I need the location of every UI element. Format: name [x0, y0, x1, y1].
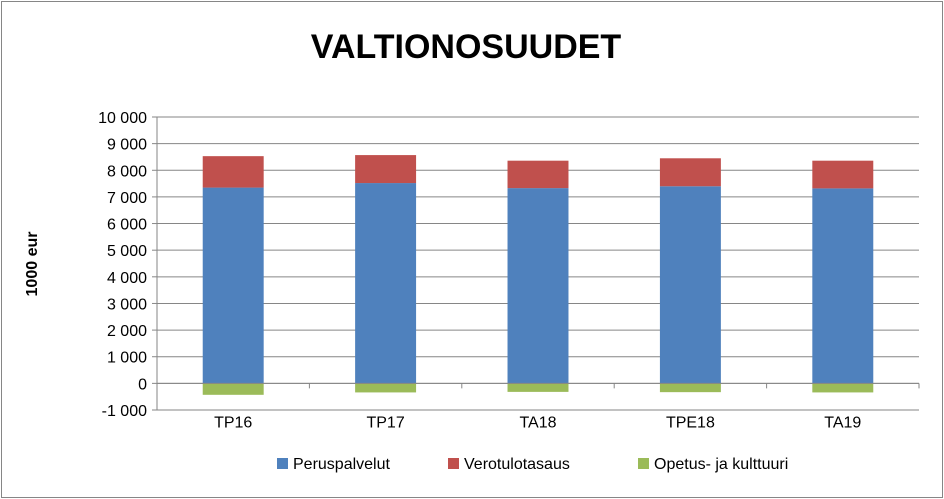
x-tick-labels: TP16 TP17 TA18 TPE18 TA19	[214, 414, 861, 431]
bar-segment	[659, 158, 721, 187]
y-tick-label: -1 000	[102, 403, 147, 420]
legend-swatch	[277, 458, 288, 469]
y-tick-label: 6 000	[107, 217, 147, 234]
bar-segment	[812, 160, 874, 189]
x-tick-label: TA18	[519, 414, 556, 431]
x-tick-label: TPE18	[666, 414, 715, 431]
y-tick-label: 7 000	[107, 190, 147, 207]
legend-swatch	[448, 458, 459, 469]
y-tick-label: 9 000	[107, 137, 147, 154]
bar-segment	[659, 186, 721, 384]
bar-segment	[202, 383, 264, 395]
y-tick-label: 2 000	[107, 323, 147, 340]
legend-label: Opetus- ja kulttuuri	[654, 456, 788, 473]
y-tick-labels: -1 000 0 1 000 2 000 3 000 4 000 5 000 6 000 7 0…	[98, 110, 147, 420]
bar-segment	[507, 383, 569, 392]
x-tick-label: TP16	[214, 414, 252, 431]
y-tick-label: 0	[138, 376, 147, 393]
bar-segment	[507, 160, 569, 189]
axes	[156, 117, 920, 410]
x-tick-label: TA19	[824, 414, 861, 431]
y-tick-label: 8 000	[107, 163, 147, 180]
y-tick-label: 4 000	[107, 270, 147, 287]
x-tick-label: TP17	[366, 414, 404, 431]
chart-title: VALTIONOSUUDET	[311, 28, 622, 66]
legend-swatch	[638, 458, 649, 469]
legend-label: Peruspalvelut	[293, 456, 391, 473]
legend-label: Verotulotasaus	[464, 456, 570, 473]
bar-segment	[507, 188, 569, 384]
y-tick-label: 3 000	[107, 296, 147, 313]
y-axis-label: 1000 eur	[24, 232, 41, 297]
bar-segment	[202, 187, 264, 384]
bar-segment	[355, 183, 417, 384]
bar-segment	[355, 383, 417, 393]
bar-segment	[812, 188, 874, 384]
bar-segment	[659, 383, 721, 393]
y-tick-label: 5 000	[107, 243, 147, 260]
bars	[202, 155, 874, 395]
bar-segment	[355, 155, 417, 184]
legend: Peruspalvelut Verotulotasaus Opetus- ja ku…	[277, 456, 788, 473]
bar-segment	[812, 383, 874, 393]
y-tick-label: 10 000	[98, 110, 147, 127]
y-tick-label: 1 000	[107, 350, 147, 367]
bar-segment	[202, 156, 264, 188]
